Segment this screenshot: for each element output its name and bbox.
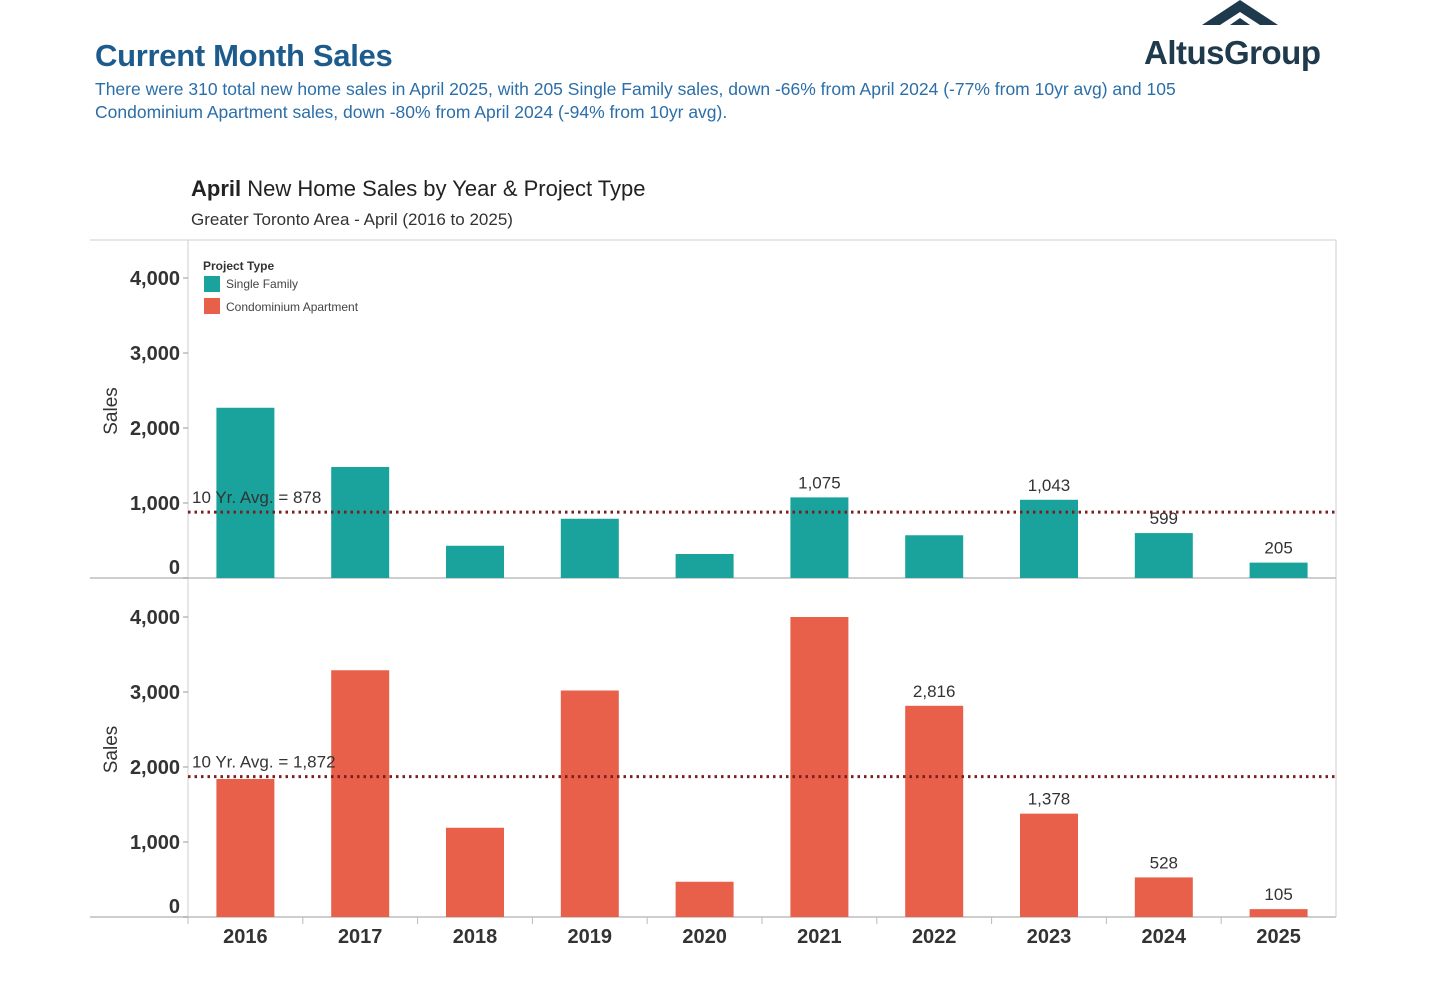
x-tick-label: 2023 bbox=[1027, 926, 1072, 948]
bar-single-family-2016 bbox=[216, 407, 275, 578]
bar-condo-2019 bbox=[560, 690, 619, 917]
legend-title: Project Type bbox=[203, 259, 274, 273]
x-tick-label: 2017 bbox=[338, 926, 383, 948]
bar-single-family-2021 bbox=[790, 497, 849, 578]
data-label: 599 bbox=[1150, 509, 1178, 528]
x-tick-label: 2025 bbox=[1256, 926, 1301, 948]
ten-year-average-label: 10 Yr. Avg. = 878 bbox=[192, 488, 321, 507]
bar-condo-2016 bbox=[216, 779, 275, 917]
x-tick-label: 2022 bbox=[912, 926, 957, 948]
bar-single-family-2020 bbox=[675, 554, 734, 578]
y-tick-label: 0 bbox=[169, 896, 180, 918]
legend-swatch-single-family bbox=[204, 276, 220, 292]
data-label: 1,043 bbox=[1028, 476, 1071, 495]
data-label: 528 bbox=[1150, 853, 1178, 872]
data-label: 1,378 bbox=[1028, 790, 1071, 809]
bar-condo-2017 bbox=[331, 670, 390, 917]
bar-condo-2025 bbox=[1249, 909, 1308, 917]
bar-condo-2021 bbox=[790, 617, 849, 917]
x-tick-label: 2016 bbox=[223, 926, 268, 948]
page-title: Current Month Sales bbox=[95, 38, 393, 73]
page-subtitle: There were 310 total new home sales in A… bbox=[95, 79, 1176, 122]
chart-title: April New Home Sales by Year & Project T… bbox=[191, 176, 645, 202]
legend-swatch-condo bbox=[204, 298, 220, 314]
chart-subtitle: Greater Toronto Area - April (2016 to 20… bbox=[191, 210, 513, 229]
y-tick-label: 3,000 bbox=[130, 682, 180, 704]
bar-condo-2018 bbox=[446, 827, 504, 917]
bar-single-family-2024 bbox=[1134, 533, 1193, 578]
data-label: 205 bbox=[1264, 539, 1292, 558]
data-label: 105 bbox=[1264, 885, 1292, 904]
bar-single-family-2017 bbox=[331, 467, 390, 578]
data-label: 2,816 bbox=[913, 682, 956, 701]
y-tick-label: 2,000 bbox=[130, 757, 180, 779]
y-tick-label: 4,000 bbox=[130, 268, 180, 290]
altus-logo-mark-icon bbox=[1202, 0, 1278, 25]
legend-label-single-family: Single Family bbox=[226, 277, 298, 291]
bar-single-family-2019 bbox=[560, 518, 619, 578]
bar-single-family-2025 bbox=[1249, 562, 1308, 578]
legend-label-condo: Condominium Apartment bbox=[226, 300, 359, 314]
altus-group-logo: AltusGroup bbox=[1140, 0, 1340, 75]
y-tick-label: 4,000 bbox=[130, 607, 180, 629]
logo-text: AltusGroup bbox=[1144, 34, 1321, 71]
bar-condo-2023 bbox=[1020, 813, 1078, 917]
chart-title-month: April bbox=[191, 176, 242, 201]
y-axis-label: Sales bbox=[101, 726, 122, 774]
y-tick-label: 1,000 bbox=[130, 493, 180, 515]
bar-single-family-2022 bbox=[905, 535, 964, 578]
data-label: 1,075 bbox=[798, 473, 841, 492]
bar-single-family-2018 bbox=[446, 545, 504, 578]
x-tick-label: 2024 bbox=[1142, 926, 1187, 948]
bar-single-family-2023 bbox=[1020, 499, 1078, 578]
ten-year-average-label: 10 Yr. Avg. = 1,872 bbox=[192, 753, 336, 772]
chart-title-rest: New Home Sales by Year & Project Type bbox=[241, 176, 646, 201]
x-tick-label: 2019 bbox=[568, 926, 613, 948]
y-axis-label: Sales bbox=[101, 387, 122, 435]
x-tick-label: 2018 bbox=[453, 926, 498, 948]
bar-condo-2022 bbox=[905, 705, 964, 917]
y-tick-label: 0 bbox=[169, 557, 180, 579]
bar-condo-2020 bbox=[675, 881, 734, 917]
x-tick-label: 2021 bbox=[797, 926, 842, 948]
y-tick-label: 2,000 bbox=[130, 418, 180, 440]
y-tick-label: 1,000 bbox=[130, 832, 180, 854]
bar-condo-2024 bbox=[1134, 877, 1193, 917]
y-tick-label: 3,000 bbox=[130, 343, 180, 365]
x-tick-label: 2020 bbox=[682, 926, 727, 948]
